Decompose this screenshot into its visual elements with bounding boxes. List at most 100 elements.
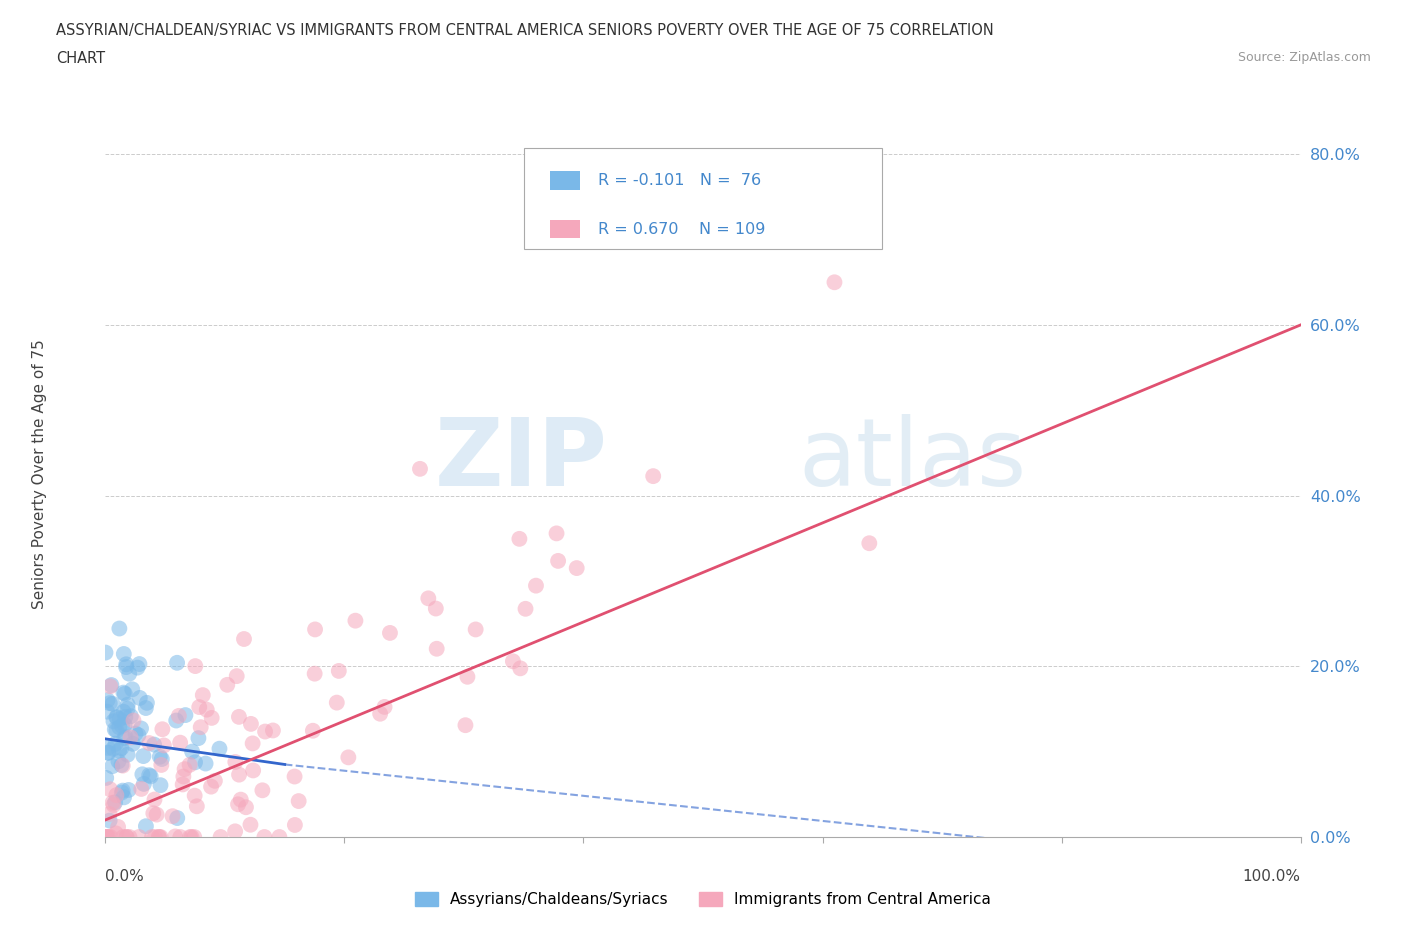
Point bbox=[235, 800, 257, 815]
Point bbox=[187, 731, 209, 746]
Point bbox=[166, 811, 188, 826]
Point bbox=[108, 720, 131, 735]
Point bbox=[98, 813, 121, 828]
Point bbox=[98, 782, 121, 797]
Point bbox=[546, 526, 568, 541]
Text: ASSYRIAN/CHALDEAN/SYRIAC VS IMMIGRANTS FROM CENTRAL AMERICA SENIORS POVERTY OVER: ASSYRIAN/CHALDEAN/SYRIAC VS IMMIGRANTS F… bbox=[56, 23, 994, 38]
Point bbox=[94, 830, 117, 844]
Point bbox=[143, 737, 166, 752]
Point bbox=[149, 830, 172, 844]
Point bbox=[224, 824, 246, 839]
Point bbox=[186, 799, 208, 814]
Point bbox=[149, 750, 172, 764]
Point bbox=[254, 724, 277, 739]
Point bbox=[135, 696, 157, 711]
Point bbox=[108, 743, 131, 758]
Point bbox=[94, 645, 117, 660]
Point bbox=[328, 663, 350, 678]
Point bbox=[127, 660, 149, 675]
Point bbox=[242, 763, 264, 777]
Point bbox=[149, 777, 172, 792]
Point bbox=[104, 795, 127, 810]
Point bbox=[100, 830, 122, 844]
Text: Seniors Poverty Over the Age of 75: Seniors Poverty Over the Age of 75 bbox=[32, 339, 48, 609]
Point bbox=[115, 659, 138, 674]
Point bbox=[96, 770, 118, 785]
Point bbox=[124, 726, 146, 741]
Point bbox=[454, 718, 477, 733]
FancyBboxPatch shape bbox=[550, 220, 579, 238]
Point bbox=[228, 767, 250, 782]
Point bbox=[118, 666, 141, 681]
Point bbox=[150, 758, 173, 773]
Point bbox=[165, 713, 187, 728]
Point bbox=[824, 275, 846, 290]
Point bbox=[172, 769, 194, 784]
Point bbox=[426, 642, 449, 657]
Point bbox=[129, 781, 152, 796]
Point bbox=[524, 578, 547, 593]
Point bbox=[94, 830, 117, 844]
Text: Source: ZipAtlas.com: Source: ZipAtlas.com bbox=[1237, 51, 1371, 64]
Point bbox=[269, 830, 291, 844]
Point bbox=[233, 631, 256, 646]
Point bbox=[143, 792, 166, 807]
Point bbox=[107, 819, 129, 834]
Point bbox=[112, 685, 135, 700]
Point bbox=[107, 754, 129, 769]
Text: R = 0.670    N = 109: R = 0.670 N = 109 bbox=[598, 221, 765, 236]
Point bbox=[191, 687, 214, 702]
Point bbox=[179, 757, 201, 772]
Point bbox=[509, 661, 531, 676]
Point bbox=[184, 755, 207, 770]
Point bbox=[111, 758, 134, 773]
Point bbox=[304, 666, 326, 681]
Point bbox=[96, 830, 118, 844]
Point bbox=[226, 797, 249, 812]
Point bbox=[858, 536, 880, 551]
Point bbox=[110, 740, 132, 755]
Point bbox=[425, 601, 447, 616]
Point bbox=[121, 682, 143, 697]
Point bbox=[127, 728, 149, 743]
Point bbox=[111, 783, 134, 798]
Point bbox=[138, 736, 160, 751]
Point bbox=[128, 690, 150, 705]
Point bbox=[180, 830, 202, 844]
Point bbox=[117, 701, 139, 716]
Point bbox=[114, 717, 136, 732]
Point bbox=[167, 709, 190, 724]
Point bbox=[284, 769, 307, 784]
Point bbox=[115, 830, 138, 844]
Point bbox=[104, 722, 127, 737]
Point bbox=[97, 830, 120, 844]
Point bbox=[112, 830, 135, 844]
Point bbox=[150, 751, 173, 766]
Point bbox=[96, 830, 118, 844]
Point bbox=[128, 657, 150, 671]
Point bbox=[132, 749, 155, 764]
Point bbox=[98, 679, 121, 694]
Point bbox=[105, 710, 128, 724]
Point bbox=[304, 622, 326, 637]
Text: atlas: atlas bbox=[799, 414, 1026, 506]
Point bbox=[194, 756, 217, 771]
Text: ZIP: ZIP bbox=[434, 414, 607, 506]
Point bbox=[208, 741, 231, 756]
Point bbox=[508, 531, 530, 546]
Point bbox=[585, 215, 607, 230]
Point bbox=[117, 782, 139, 797]
Point bbox=[103, 741, 125, 756]
Point bbox=[114, 710, 136, 724]
Point bbox=[378, 626, 401, 641]
Point bbox=[165, 829, 187, 844]
Point bbox=[464, 622, 486, 637]
Point bbox=[97, 746, 120, 761]
Point bbox=[201, 711, 224, 725]
Point bbox=[239, 817, 262, 832]
Point bbox=[229, 792, 252, 807]
Point bbox=[287, 793, 309, 808]
Point bbox=[135, 818, 157, 833]
Text: CHART: CHART bbox=[56, 51, 105, 66]
Point bbox=[105, 788, 128, 803]
